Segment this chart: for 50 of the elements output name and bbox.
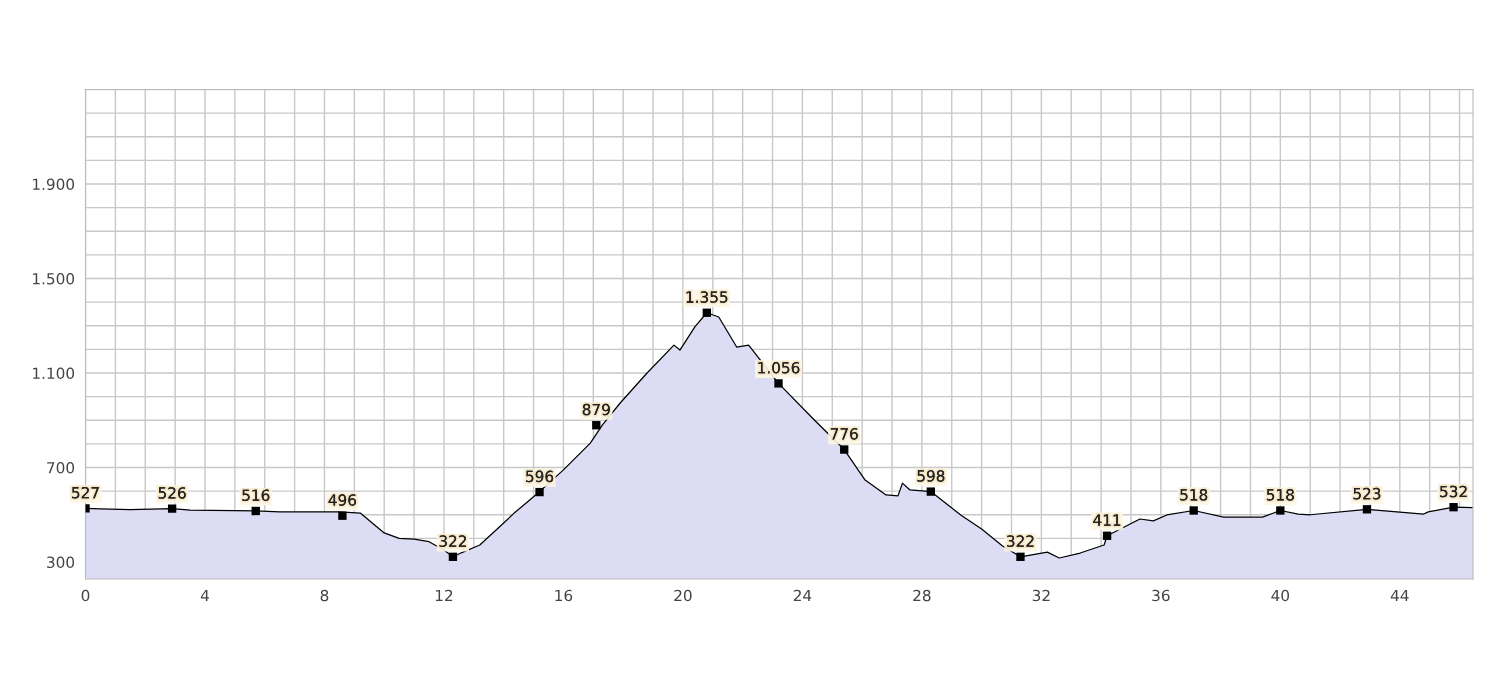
x-tick-label: 32 bbox=[1032, 589, 1050, 602]
point bbox=[167, 504, 177, 513]
x-tick-label: 0 bbox=[81, 589, 90, 602]
x-tick-label: 8 bbox=[320, 589, 329, 602]
data-label: 518 bbox=[1266, 489, 1294, 501]
data-label: 518 bbox=[1180, 489, 1208, 501]
y-tick-label: 300 bbox=[47, 556, 75, 569]
data-label: 776 bbox=[830, 428, 858, 440]
data-label: 322 bbox=[1007, 535, 1034, 547]
y-tick-label: 1.500 bbox=[33, 272, 75, 285]
data-label: 598 bbox=[917, 470, 945, 482]
x-tick-label: 44 bbox=[1390, 589, 1409, 602]
point bbox=[926, 487, 936, 496]
data-label: 879 bbox=[582, 403, 610, 416]
data-label: 526 bbox=[158, 487, 186, 499]
x-tick-label: 4 bbox=[200, 589, 209, 602]
point bbox=[535, 487, 544, 497]
point bbox=[1362, 505, 1372, 514]
point bbox=[448, 552, 458, 561]
x-tick-label: 40 bbox=[1271, 589, 1290, 602]
data-label: 1.056 bbox=[758, 361, 800, 374]
x-tick-label: 12 bbox=[435, 589, 453, 602]
data-label: 532 bbox=[1440, 485, 1467, 498]
y-tick-label: 1.100 bbox=[33, 367, 75, 380]
x-tick-label: 24 bbox=[793, 589, 812, 602]
data-label: 322 bbox=[439, 535, 466, 547]
point bbox=[251, 506, 260, 516]
y-tick-label: 700 bbox=[47, 461, 75, 474]
x-tick-label: 16 bbox=[555, 589, 573, 602]
data-label: 516 bbox=[242, 489, 270, 502]
point bbox=[592, 421, 601, 430]
y-tick-label: 1.900 bbox=[33, 178, 75, 191]
point bbox=[1449, 503, 1458, 512]
data-label: 411 bbox=[1093, 514, 1121, 526]
point bbox=[702, 308, 711, 317]
point bbox=[840, 445, 849, 454]
data-label: 1.355 bbox=[686, 291, 728, 303]
point bbox=[338, 511, 347, 520]
x-tick-label: 20 bbox=[674, 589, 692, 602]
data-label: 523 bbox=[1353, 487, 1381, 500]
x-tick-label: 28 bbox=[913, 589, 931, 602]
data-label: 496 bbox=[328, 494, 357, 506]
data-label: 596 bbox=[526, 470, 554, 483]
point bbox=[1189, 506, 1198, 515]
point bbox=[1276, 506, 1285, 515]
point bbox=[1102, 531, 1112, 540]
x-tick-label: 36 bbox=[1152, 589, 1170, 602]
data-label: 527 bbox=[72, 486, 99, 499]
point bbox=[774, 379, 783, 388]
point bbox=[1016, 552, 1025, 561]
